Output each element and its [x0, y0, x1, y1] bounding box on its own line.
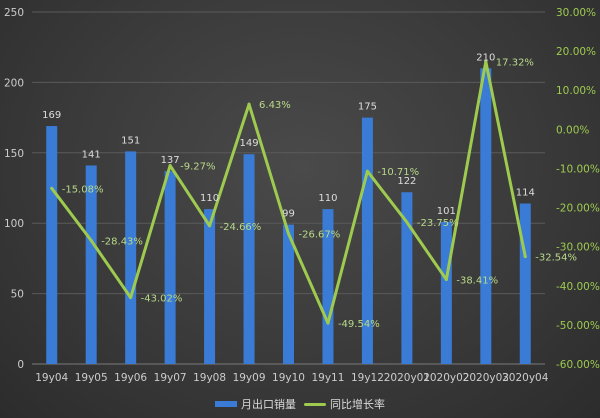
bar-data-label: 137: [161, 155, 180, 166]
bar-data-label: 169: [42, 110, 61, 121]
line-data-label: -43.02%: [141, 294, 183, 305]
right-axis-tick-label: 30.00%: [556, 7, 596, 19]
left-axis-tick-label: 0: [17, 359, 24, 371]
bar: [85, 165, 97, 364]
bar-data-label: 110: [200, 193, 219, 204]
line-data-label: -23.75%: [417, 218, 459, 229]
bar-data-label: 151: [121, 135, 140, 146]
x-axis-tick-label: 19y09: [233, 372, 266, 384]
right-axis-tick-label: 20.00%: [556, 46, 596, 58]
x-axis-tick-label: 2020y04: [502, 372, 549, 384]
legend-item-bar: 月出口销量: [215, 396, 296, 412]
right-axis-tick-label: 0.00%: [556, 124, 589, 136]
left-axis-tick-label: 100: [4, 218, 24, 230]
line-data-label: 17.32%: [496, 58, 534, 69]
x-axis-tick-label: 19y04: [35, 372, 68, 384]
right-axis-tick-label: -30.00%: [556, 242, 600, 254]
bar-data-label: 101: [437, 206, 456, 217]
line-point: [405, 220, 409, 224]
bar-data-label: 114: [516, 187, 535, 198]
line-point: [444, 278, 448, 282]
bar-data-label: 110: [318, 193, 337, 204]
x-axis-tick-label: 19y07: [154, 372, 187, 384]
left-axis-tick-label: 200: [4, 77, 24, 89]
x-axis-tick-label: 2020y02: [423, 372, 469, 384]
line-point: [484, 60, 488, 64]
bar: [322, 209, 334, 364]
right-axis-tick-label: 10.00%: [556, 85, 596, 97]
left-axis-tick-label: 50: [11, 289, 24, 301]
legend: 月出口销量 同比增长率: [0, 396, 600, 412]
legend-bar-swatch: [215, 401, 237, 407]
line-data-label: -10.71%: [377, 167, 419, 178]
legend-line-swatch: [304, 402, 326, 406]
line-point: [287, 232, 290, 236]
right-axis-tick-label: -50.00%: [556, 320, 600, 332]
bar: [283, 224, 294, 364]
line-data-label: -28.43%: [101, 237, 143, 248]
x-axis-tick-label: 2020y01: [384, 372, 430, 384]
bar: [440, 221, 452, 364]
bar: [480, 68, 492, 364]
x-axis-tick-label: 19y12: [351, 372, 384, 384]
line-point: [208, 224, 212, 228]
line-point: [89, 239, 93, 243]
combo-chart-svg: 169 141 151 137 110 149 99 110 175 122 101 210 114 -1…: [4, 7, 600, 384]
line-data-label: -49.54%: [338, 319, 380, 330]
line-point: [326, 321, 330, 325]
x-axis-tick-label: 19y10: [272, 372, 305, 384]
line-point: [247, 102, 251, 106]
line-point: [523, 255, 527, 259]
bar-data-label: 122: [397, 176, 416, 187]
x-axis-tick-label: 19y08: [193, 372, 226, 384]
x-axis-tick-label: 19y06: [114, 372, 147, 384]
bar: [361, 117, 373, 364]
line-data-label: -32.54%: [535, 253, 577, 264]
legend-line-label: 同比增长率: [330, 398, 385, 411]
right-axis-tick-label: -40.00%: [556, 281, 600, 293]
bar: [125, 151, 137, 364]
left-axis-tick-label: 150: [4, 148, 24, 160]
bar: [401, 192, 413, 364]
legend-item-line: 同比增长率: [304, 396, 385, 412]
line-point: [129, 296, 133, 300]
line-data-label: -15.08%: [62, 184, 104, 195]
line-point: [365, 169, 369, 173]
line-data-label: -24.66%: [220, 222, 262, 233]
bar-data-label: 149: [239, 138, 258, 149]
bar: [519, 203, 531, 364]
bar: [164, 171, 176, 364]
bar-data-label: 141: [82, 149, 101, 160]
legend-bar-label: 月出口销量: [241, 398, 296, 411]
line-data-label: -26.67%: [299, 230, 341, 241]
bar-data-label: 210: [476, 52, 495, 63]
line-data-label: -38.41%: [456, 276, 498, 287]
right-axis-tick-label: -10.00%: [556, 163, 600, 175]
bar: [243, 154, 255, 364]
bar-data-label: 175: [358, 102, 377, 113]
line-data-label: 6.43%: [259, 100, 291, 111]
bar: [204, 209, 216, 364]
line-point: [168, 164, 172, 168]
x-axis-tick-label: 19y11: [311, 372, 344, 384]
line-data-label: -9.27%: [180, 162, 215, 173]
x-axis-tick-label: 2020y03: [463, 372, 509, 384]
bar: [46, 126, 58, 364]
right-axis-tick-label: -60.00%: [556, 359, 600, 371]
right-axis-tick-label: -20.00%: [556, 203, 600, 215]
bar-data-label: 99: [282, 209, 295, 220]
x-axis-tick-label: 19y05: [75, 372, 108, 384]
left-axis-tick-label: 250: [4, 7, 24, 19]
line-point: [50, 186, 54, 190]
